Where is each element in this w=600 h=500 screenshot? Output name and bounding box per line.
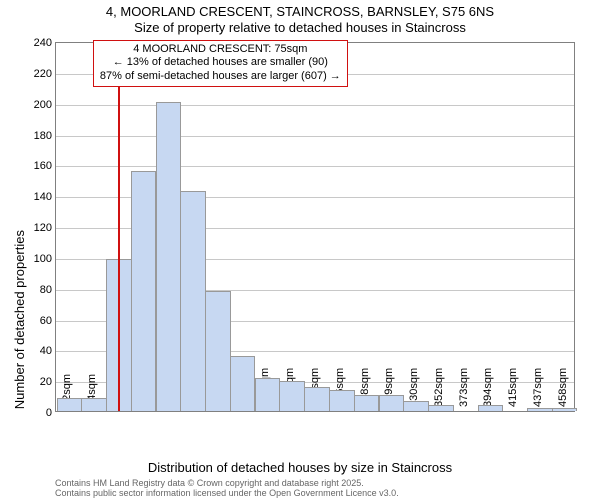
attribution-line2: Contains public sector information licen… <box>55 488 399 498</box>
annotation-box: 4 MOORLAND CRESCENT: 75sqm← 13% of detac… <box>93 40 348 87</box>
x-axis-label: Distribution of detached houses by size … <box>0 460 600 475</box>
bar <box>81 398 107 411</box>
bar <box>57 398 83 411</box>
y-tick: 220 <box>34 68 56 80</box>
plot-area: 02040608010012014016018020022024032sqm54… <box>55 42 575 412</box>
bar <box>205 291 231 411</box>
y-tick: 40 <box>40 345 56 357</box>
y-tick: 180 <box>34 130 56 142</box>
x-tick: 458sqm <box>557 368 569 411</box>
y-tick: 80 <box>40 284 56 296</box>
attribution-line1: Contains HM Land Registry data © Crown c… <box>55 478 399 488</box>
y-tick: 200 <box>34 99 56 111</box>
bar <box>255 378 281 411</box>
attribution: Contains HM Land Registry data © Crown c… <box>55 478 399 499</box>
y-tick: 100 <box>34 253 56 265</box>
y-tick: 60 <box>40 315 56 327</box>
bar <box>180 191 206 411</box>
bar <box>527 408 553 411</box>
bar <box>279 381 305 411</box>
annotation-line3: 87% of semi-detached houses are larger (… <box>100 70 341 84</box>
bar <box>230 356 256 411</box>
x-tick: 437sqm <box>532 368 544 411</box>
y-tick: 120 <box>34 222 56 234</box>
chart: 02040608010012014016018020022024032sqm54… <box>55 42 575 412</box>
reference-line <box>118 43 120 411</box>
gridline <box>56 166 574 167</box>
bar <box>304 387 330 411</box>
annotation-line2: ← 13% of detached houses are smaller (90… <box>100 56 341 70</box>
y-tick: 20 <box>40 376 56 388</box>
bar <box>428 405 454 411</box>
y-tick: 240 <box>34 37 56 49</box>
y-tick: 0 <box>46 407 56 419</box>
gridline <box>56 136 574 137</box>
bar <box>478 405 504 411</box>
x-tick: 373sqm <box>458 368 470 411</box>
bar <box>379 395 405 411</box>
bar <box>131 171 157 411</box>
bar <box>403 401 429 411</box>
bar <box>354 395 380 411</box>
y-tick: 160 <box>34 160 56 172</box>
bar <box>552 408 578 411</box>
gridline <box>56 105 574 106</box>
y-tick: 140 <box>34 191 56 203</box>
annotation-line1: 4 MOORLAND CRESCENT: 75sqm <box>100 43 341 57</box>
y-axis-label: Number of detached properties <box>12 230 27 409</box>
title-sub: Size of property relative to detached ho… <box>0 20 600 36</box>
x-tick: 415sqm <box>507 368 519 411</box>
bar <box>329 390 355 411</box>
bar <box>156 102 182 411</box>
title-main: 4, MOORLAND CRESCENT, STAINCROSS, BARNSL… <box>0 4 600 20</box>
chart-titles: 4, MOORLAND CRESCENT, STAINCROSS, BARNSL… <box>0 0 600 35</box>
